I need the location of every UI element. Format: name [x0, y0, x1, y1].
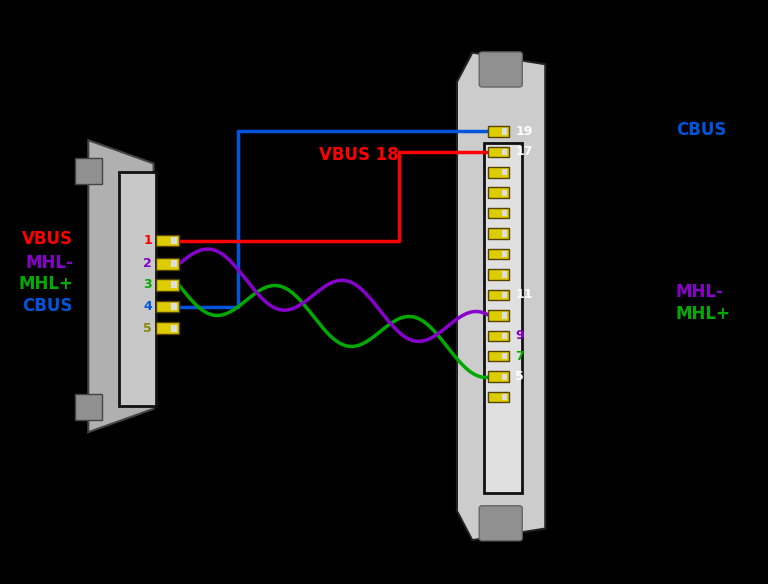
Bar [170, 303, 177, 310]
Text: 3: 3 [144, 279, 152, 291]
Bar [502, 149, 507, 155]
Bar [502, 272, 507, 277]
Text: CBUS: CBUS [676, 121, 727, 138]
Bar [119, 172, 156, 406]
Bar [75, 158, 102, 184]
Bar [488, 228, 509, 239]
Bar [488, 147, 509, 157]
Bar [75, 394, 102, 420]
Bar [488, 392, 509, 402]
Text: CBUS: CBUS [22, 297, 73, 315]
FancyBboxPatch shape [479, 506, 522, 541]
Text: 4: 4 [144, 300, 152, 313]
Bar [502, 333, 507, 339]
Bar [502, 231, 507, 237]
Text: 5: 5 [144, 322, 152, 335]
Text: 11: 11 [515, 288, 533, 301]
Text: VBUS 18: VBUS 18 [319, 146, 399, 164]
Bar [156, 258, 179, 270]
Bar [156, 322, 179, 334]
Bar [488, 167, 509, 178]
Text: 19: 19 [515, 125, 533, 138]
Bar [502, 128, 507, 134]
Bar [170, 281, 177, 288]
Text: MHL+: MHL+ [676, 305, 730, 322]
Bar [502, 190, 507, 196]
Bar [488, 371, 509, 382]
Bar [502, 292, 507, 298]
Text: 2: 2 [144, 258, 152, 270]
Bar [488, 269, 509, 280]
Text: 9: 9 [515, 329, 524, 342]
Bar [502, 312, 507, 318]
Text: MHL+: MHL+ [18, 276, 73, 293]
Bar [502, 353, 507, 359]
Text: MHL-: MHL- [25, 254, 73, 272]
Bar [502, 394, 507, 400]
Bar [488, 290, 509, 300]
Text: MHL-: MHL- [676, 283, 723, 301]
Bar [502, 210, 507, 216]
Polygon shape [88, 140, 154, 432]
Bar [170, 237, 177, 244]
Text: 1: 1 [144, 234, 152, 247]
Bar [488, 249, 509, 259]
Text: 7: 7 [515, 350, 524, 363]
Bar [488, 126, 509, 137]
Text: 5: 5 [515, 370, 524, 383]
Bar [488, 351, 509, 361]
Polygon shape [457, 53, 545, 540]
Bar [502, 169, 507, 175]
Bar [156, 301, 179, 312]
Text: 17: 17 [515, 145, 533, 158]
Bar [170, 325, 177, 332]
Bar [156, 279, 179, 291]
Text: VBUS: VBUS [22, 231, 73, 248]
Bar [488, 331, 509, 341]
Bar [488, 187, 509, 198]
Bar [156, 235, 179, 246]
FancyBboxPatch shape [479, 52, 522, 87]
Bar [488, 208, 509, 218]
Bar [170, 260, 177, 267]
Bar [484, 143, 522, 493]
Bar [502, 251, 507, 257]
Bar [502, 374, 507, 380]
Bar [488, 310, 509, 321]
